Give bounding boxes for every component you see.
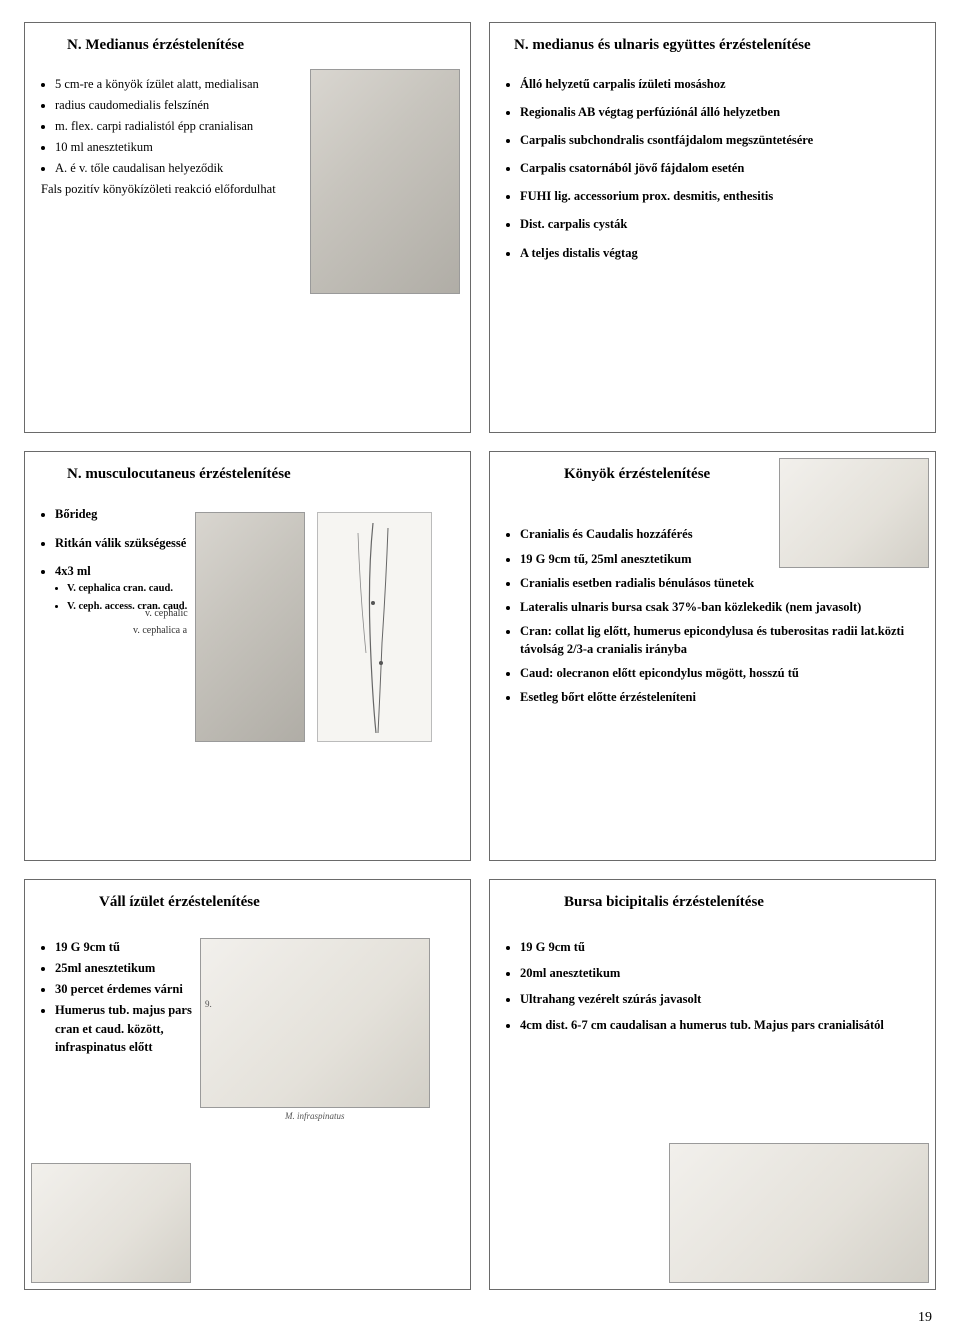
slide-title: N. medianus és ulnaris együttes érzéstel… (514, 35, 921, 57)
page-number: 19 (918, 1310, 932, 1326)
slide-title: N. Medianus érzéstelenítése (67, 35, 456, 57)
slide-list: 5 cm-re a könyök ízület alatt, medialisa… (39, 75, 304, 199)
list-item: Fals pozitív könyökízöleti reakció előfo… (41, 180, 304, 198)
list-item: m. flex. carpi radialistól épp cranialis… (55, 117, 304, 135)
list-item: 30 percet érdemes várni (55, 980, 199, 998)
figure-number: 9. (205, 998, 212, 1011)
bursa-diagram (669, 1143, 929, 1283)
slide-vall: Váll ízület érzéstelenítése 19 G 9cm tű … (24, 879, 471, 1290)
anatomy-image (310, 69, 460, 294)
slide-konyok: Könyök érzéstelenítése Cranialis és Caud… (489, 451, 936, 862)
list-item: 10 ml anesztetikum (55, 138, 304, 156)
list-item: Cran: collat lig előtt, humerus epicondy… (520, 622, 914, 658)
list-item: Humerus tub. majus pars cran et caud. kö… (55, 1001, 199, 1055)
line-drawing (317, 512, 432, 742)
shoulder-diagram-small (31, 1163, 191, 1283)
slide-title: Váll ízület érzéstelenítése (99, 892, 456, 914)
list-item: A teljes distalis végtag (520, 244, 921, 262)
list-item: Cranialis esetben radialis bénulásos tün… (520, 574, 914, 592)
slide-list: 19 G 9cm tű 20ml anesztetikum Ultrahang … (504, 938, 904, 1035)
list-item: Álló helyzetű carpalis ízületi mosáshoz (520, 75, 921, 93)
vein-label-b: v. cephalica a (133, 624, 187, 639)
slide-bursa: Bursa bicipitalis érzéstelenítése 19 G 9… (489, 879, 936, 1290)
list-item: 5 cm-re a könyök ízület alatt, medialisa… (55, 75, 304, 93)
shoulder-image (200, 938, 430, 1108)
anatomy-image (195, 512, 305, 742)
list-item: Carpalis subchondralis csontfájdalom meg… (520, 131, 921, 149)
list-item: Caud: olecranon előtt epicondylus mögött… (520, 664, 914, 682)
list-item: 19 G 9cm tű (520, 938, 904, 956)
slide-list: 19 G 9cm tű 25ml anesztetikum 30 percet … (39, 938, 199, 1056)
list-item: A. é v. tőle caudalisan helyeződik (55, 159, 304, 177)
slide-title: Bursa bicipitalis érzéstelenítése (564, 892, 921, 914)
list-item: 25ml anesztetikum (55, 959, 199, 977)
figure-caption: M. infraspinatus (285, 1110, 345, 1123)
list-item: FUHI lig. accessorium prox. desmitis, en… (520, 187, 921, 205)
list-item: 19 G 9cm tű (55, 938, 199, 956)
list-item: 4cm dist. 6-7 cm caudalisan a humerus tu… (520, 1016, 904, 1034)
list-item: radius caudomedialis felszínén (55, 96, 304, 114)
slide-medianus: N. Medianus érzéstelenítése 5 cm-re a kö… (24, 22, 471, 433)
list-item: Ultrahang vezérelt szúrás javasolt (520, 990, 904, 1008)
list-item: 20ml anesztetikum (520, 964, 904, 982)
list-item: Lateralis ulnaris bursa csak 37%-ban köz… (520, 598, 914, 616)
slide-grid: N. Medianus érzéstelenítése 5 cm-re a kö… (0, 0, 960, 1340)
slide-title: N. musculocutaneus érzéstelenítése (67, 464, 456, 486)
slide-musculocutaneus: N. musculocutaneus érzéstelenítése Bőrid… (24, 451, 471, 862)
elbow-diagram (779, 458, 929, 568)
list-item: Esetleg bőrt előtte érzésteleníteni (520, 688, 914, 706)
list-item: Regionalis AB végtag perfúziónál álló he… (520, 103, 921, 121)
vein-label-a: v. cephalic (145, 607, 188, 622)
list-item: Dist. carpalis cysták (520, 215, 921, 233)
slide-list: Álló helyzetű carpalis ízületi mosáshoz … (504, 75, 921, 262)
list-item: Carpalis csatornából jövő fájdalom eseté… (520, 159, 921, 177)
vein-diagram-icon (318, 513, 433, 743)
slide-medianus-ulnaris: N. medianus és ulnaris együttes érzéstel… (489, 22, 936, 433)
